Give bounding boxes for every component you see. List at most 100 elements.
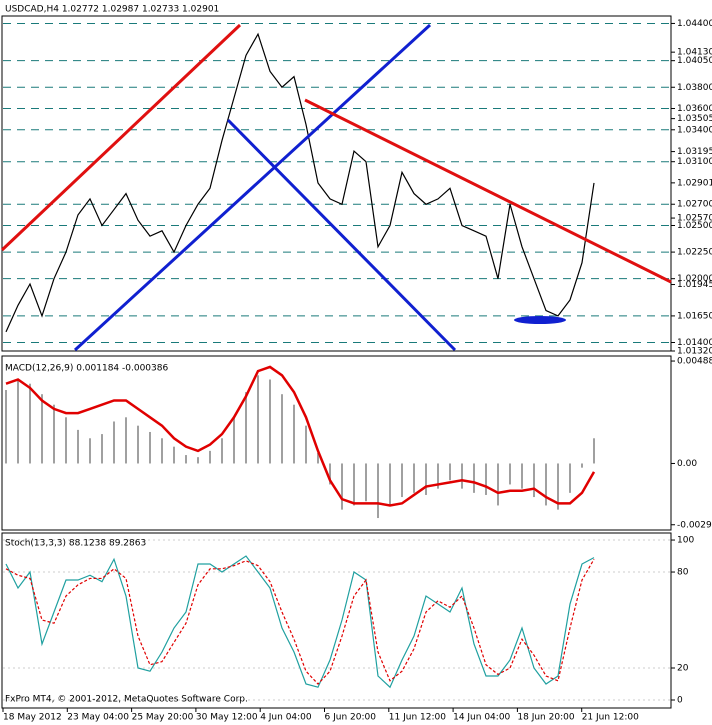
y-tick-label: 1.02700 [677,200,712,210]
panel-title: MACD(12,26,9) 0.001184 -0.000386 [5,364,168,374]
y-tick-label: 1.02500 [677,221,712,231]
histogram-bar [101,434,103,464]
series-line [5,555,595,689]
histogram-bar [437,463,439,489]
series-line [5,365,596,507]
histogram-bar [521,463,523,489]
histogram-bar [317,452,319,464]
y-tick-label: 1.04400 [677,19,712,29]
trendline [0,23,242,252]
histogram-bar [329,463,331,485]
histogram-bar [89,438,91,464]
footer: FxPro MT4, © 2001-2012, MetaQuotes Softw… [5,695,248,705]
chart-title: USDCAD,H4 1.02772 1.02987 1.02733 1.0290… [5,5,219,15]
histogram-bar [185,455,187,464]
histogram-bar [545,463,547,506]
y-tick-label: 1.02000 [677,274,712,284]
histogram-bar [281,394,283,464]
histogram-bar [257,375,259,464]
y-tick-label: -0.00292 [677,520,712,530]
y-tick-label: 100 [677,536,694,546]
histogram-bar [389,463,391,506]
histogram-bar [5,390,7,464]
trendline [226,118,457,352]
y-tick-label: 1.03400 [677,125,712,135]
histogram-bar [305,425,307,464]
histogram-bar [137,425,139,464]
y-tick-label: 1.04050 [677,56,712,66]
y-tick-label: 1.03600 [677,104,712,114]
histogram-bar [233,417,235,464]
x-tick-label: 25 May 20:00 [132,713,194,723]
y-tick-label: 1.03505 [677,114,712,124]
histogram-bar [41,394,43,464]
histogram-bar [533,463,535,498]
y-tick-label: 1.03195 [677,147,712,157]
histogram-bar [401,463,403,498]
x-tick-label: 4 Jun 04:00 [260,713,312,723]
x-tick-label: 18 May 2012 [3,713,62,723]
histogram-bar [293,404,295,464]
histogram-bar [473,463,475,493]
histogram-bar [197,457,199,464]
stoch-panel [1,532,672,709]
histogram-bar [377,463,379,519]
y-tick-label: 0.00488 [677,357,712,367]
x-tick-label: 30 May 12:00 [196,713,258,723]
y-tick-label: 1.03100 [677,157,712,167]
price-panel [1,15,672,352]
histogram-bar [593,438,595,464]
series-line [5,558,595,685]
y-tick-label: 20 [677,664,689,674]
y-tick-label: 0.00 [677,459,697,469]
x-tick-label: 21 Jun 12:00 [582,713,639,723]
histogram-bar [173,446,175,464]
marker [514,316,566,324]
y-tick-label: 1.02250 [677,248,712,258]
histogram-bar [497,463,499,506]
histogram-bar [341,463,343,510]
y-tick-label: 1.01400 [677,338,712,348]
trendlines [0,23,672,352]
histogram-bar [509,463,511,485]
histogram-bar [125,417,127,464]
histogram-bar [461,463,463,489]
histogram-bar [77,429,79,464]
trendline [304,98,672,284]
histogram-bar [569,463,571,493]
histogram-bar [161,438,163,464]
panel-title: Stoch(13,3,3) 88.1238 89.2863 [5,539,146,549]
x-tick-label: 6 Jun 20:00 [325,713,377,723]
histogram-bar [449,463,451,481]
histogram-bar [581,463,583,468]
histogram-bar [425,463,427,495]
histogram-bar [245,392,247,464]
histogram-bar [353,463,355,506]
histogram-bar [29,383,31,464]
histogram-bar [209,450,211,464]
histogram-bar [485,463,487,495]
y-tick-label: 1.01320 [677,347,712,357]
y-tick-label: 1.03800 [677,83,712,93]
x-tick-label: 14 Jun 04:00 [453,713,510,723]
y-tick-label: 1.02570 [677,214,712,224]
x-tick-label: 23 May 04:00 [67,713,129,723]
histogram-bar [113,421,115,464]
histogram-bar [557,463,559,510]
y-tick-label: 1.02901 [677,178,712,188]
macd-panel [1,355,672,531]
trendline [73,23,432,352]
histogram-bar [365,463,367,502]
x-tick-label: 18 Jun 20:00 [517,713,574,723]
histogram-bar [413,463,415,493]
y-tick-label: 0 [677,696,683,706]
histogram-bar [65,417,67,464]
y-tick-label: 1.01945 [677,280,712,290]
histogram-bar [149,431,151,464]
series-line [5,32,595,333]
histogram-bar [53,404,55,464]
y-tick-label: 1.04130 [677,48,712,58]
